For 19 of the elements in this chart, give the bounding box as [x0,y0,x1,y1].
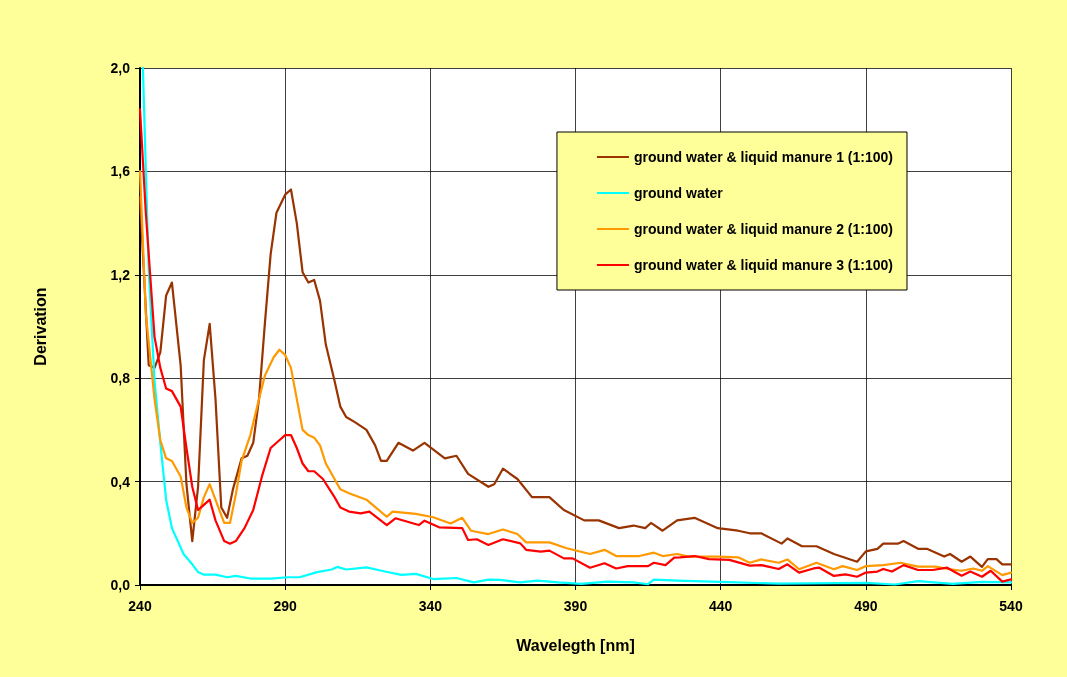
x-tick-label: 290 [273,598,298,614]
y-tick-label: 2,0 [110,60,131,76]
x-axis-title: Wavelegth [nm] [516,636,635,654]
x-tick-label: 440 [708,598,733,614]
y-tick-label: 1,6 [110,163,131,180]
legend-label: ground water & liquid manure 3 (1:100) [633,257,894,273]
x-tick-label: 540 [999,598,1023,614]
x-tick-label: 390 [563,598,588,614]
legend-label: ground water [633,185,724,201]
x-tick-label: 340 [418,598,443,614]
x-tick-label: 240 [128,598,152,614]
y-tick-label: 0,4 [110,473,131,490]
y-axis-title: Derivation [31,287,49,366]
legend-label: ground water & liquid manure 2 (1:100) [633,221,894,237]
legend-label: ground water & liquid manure 1 (1:100) [633,149,894,165]
y-tick-label: 0,8 [110,370,131,387]
x-tick-label: 490 [854,598,878,614]
y-tick-label: 1,2 [110,266,131,283]
y-tick-label: 0,0 [110,577,131,593]
